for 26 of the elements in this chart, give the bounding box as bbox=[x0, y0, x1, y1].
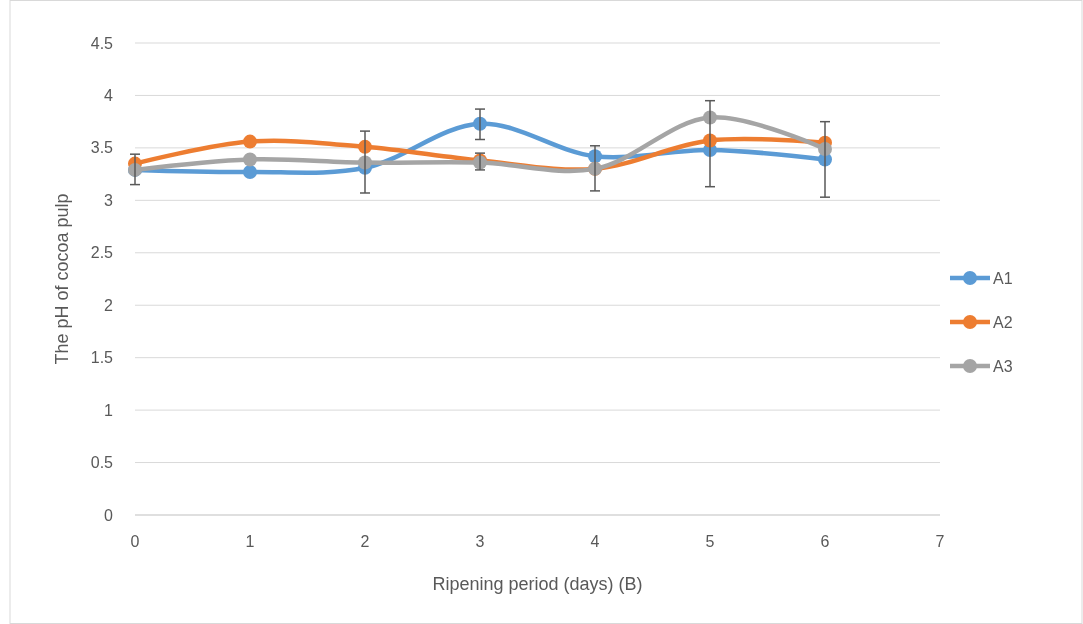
x-axis-title: Ripening period (days) (B) bbox=[432, 574, 643, 594]
x-tick-label: 7 bbox=[935, 533, 945, 550]
point bbox=[243, 152, 257, 167]
y-tick-label: 0.5 bbox=[90, 454, 114, 472]
legend-label: A3 bbox=[993, 357, 1013, 375]
x-tick-label: 1 bbox=[245, 533, 255, 550]
legend-label: A1 bbox=[993, 269, 1013, 287]
y-tick-label: 4.5 bbox=[90, 34, 114, 52]
x-tick-label: 2 bbox=[360, 533, 370, 550]
y-tick-label: 3.5 bbox=[90, 139, 114, 157]
x-tick-label: 0 bbox=[130, 533, 140, 550]
y-axis-title: The pH of cocoa pulp bbox=[52, 193, 72, 365]
y-tick-label: 4 bbox=[104, 87, 114, 105]
legend-label: A2 bbox=[993, 313, 1013, 331]
y-tick-label: 1.5 bbox=[90, 349, 114, 367]
x-tick-label: 3 bbox=[475, 533, 485, 550]
y-tick-label: 2.5 bbox=[90, 244, 114, 262]
x-tick-label: 5 bbox=[705, 533, 715, 550]
y-tick-label: 0 bbox=[104, 506, 114, 524]
point bbox=[243, 165, 257, 180]
y-tick-label: 1 bbox=[104, 401, 114, 419]
x-tick-label: 6 bbox=[820, 533, 830, 550]
y-tick-label: 2 bbox=[104, 296, 114, 314]
point bbox=[243, 134, 257, 149]
y-tick-label: 3 bbox=[104, 191, 114, 209]
x-tick-label: 4 bbox=[590, 533, 600, 550]
